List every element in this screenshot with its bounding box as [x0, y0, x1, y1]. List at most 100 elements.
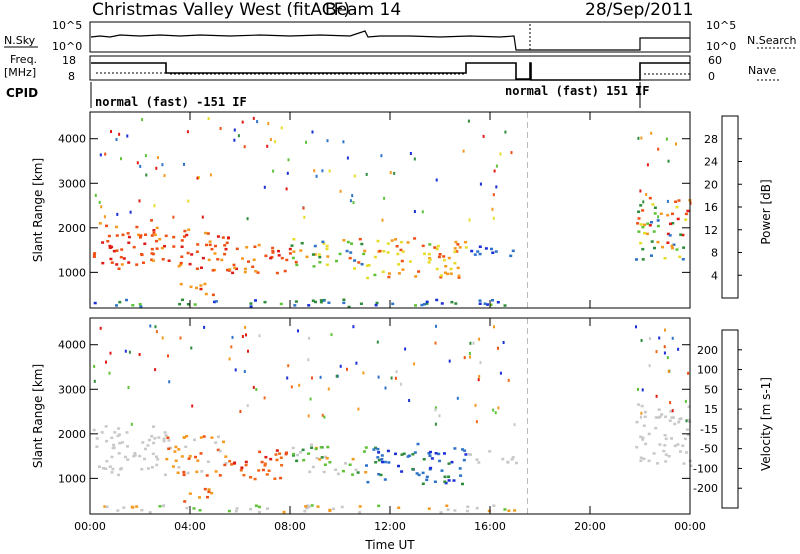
power-cell: [160, 246, 164, 250]
power-cell: [635, 258, 638, 261]
velocity-cell: [687, 405, 691, 408]
power-cell: [478, 299, 482, 302]
power-cell: [280, 126, 283, 130]
velocity-cell: [180, 455, 184, 458]
velocity-x-tick-label: 04:00: [174, 520, 206, 533]
power-cell: [126, 232, 130, 235]
power-cell: [195, 267, 199, 270]
velocity-cell: [162, 437, 166, 440]
power-cell: [349, 199, 352, 203]
power-cell: [672, 243, 676, 246]
power-cell: [421, 244, 425, 248]
velocity-cell: [150, 434, 154, 438]
velocity-cell: [124, 349, 127, 353]
velocity-cell: [273, 477, 277, 480]
power-cell: [118, 132, 121, 136]
velocity-cell: [123, 455, 127, 459]
velocity-cell: [308, 336, 311, 340]
freq-tick-bottom: 8: [68, 70, 75, 83]
velocity-cell: [643, 415, 647, 418]
velocity-colorbar-tick-label: 50: [704, 383, 718, 396]
power-cell: [245, 246, 249, 249]
velocity-cell: [278, 452, 282, 455]
power-cell: [186, 130, 189, 134]
velocity-cell: [437, 452, 441, 456]
velocity-cell: [324, 455, 328, 459]
velocity-cell: [279, 476, 283, 480]
power-cell: [300, 242, 304, 245]
velocity-cell: [130, 422, 133, 426]
velocity-cell: [146, 467, 150, 470]
velocity-cell: [377, 375, 380, 379]
velocity-cell: [384, 386, 387, 390]
velocity-cell: [364, 446, 368, 449]
velocity-cell: [477, 461, 481, 464]
velocity-cell: [295, 459, 299, 463]
velocity-cell: [154, 368, 157, 372]
velocity-cell: [421, 471, 425, 475]
power-cell: [277, 249, 280, 253]
velocity-cell: [663, 345, 666, 349]
velocity-cell: [149, 324, 152, 328]
power-cell: [150, 258, 154, 261]
power-cell: [447, 256, 451, 260]
power-cell: [313, 169, 316, 173]
velocity-cell: [287, 364, 290, 368]
beam-title: Beam 14: [325, 0, 401, 20]
power-cell: [207, 117, 210, 120]
power-cell: [643, 223, 646, 227]
velocity-cell: [641, 436, 645, 440]
power-cell: [325, 244, 329, 248]
velocity-cell: [218, 474, 222, 477]
velocity-cell: [261, 468, 265, 472]
power-cell: [442, 255, 446, 258]
power-cell: [155, 226, 159, 230]
velocity-cell: [439, 511, 443, 514]
power-cell: [455, 250, 459, 253]
power-cell: [470, 249, 474, 253]
power-cell: [312, 265, 316, 268]
velocity-cell: [435, 324, 437, 328]
velocity-cell: [104, 425, 108, 428]
velocity-cell: [241, 335, 244, 338]
velocity-cell: [635, 325, 637, 329]
power-cell: [204, 292, 208, 296]
velocity-cell: [282, 510, 286, 514]
velocity-cell: [438, 459, 441, 463]
velocity-cell: [434, 452, 438, 455]
power-cell: [256, 120, 259, 124]
velocity-cell: [427, 507, 431, 510]
velocity-cell: [119, 467, 123, 470]
nsky-label: N.Sky: [4, 34, 36, 47]
power-cell: [363, 249, 367, 253]
power-cell: [189, 285, 193, 289]
velocity-cell: [207, 488, 211, 491]
power-cell: [216, 258, 220, 261]
velocity-cell: [143, 457, 146, 461]
power-cell: [342, 301, 346, 305]
velocity-cell: [307, 505, 311, 509]
power-cell: [302, 206, 305, 210]
velocity-cell: [275, 458, 279, 462]
power-cell: [637, 210, 641, 213]
power-y-axis: 1000 2000 3000 4000: [58, 133, 690, 279]
power-colorbar-tick-label: 24: [704, 156, 718, 169]
velocity-cell: [664, 453, 668, 456]
velocity-cell: [664, 460, 668, 463]
velocity-cell: [120, 441, 124, 444]
power-cell: [145, 173, 148, 177]
velocity-x-tick-label: 08:00: [274, 520, 306, 533]
velocity-cell: [502, 341, 505, 344]
velocity-heatmap-cells: [92, 318, 693, 514]
velocity-cell: [111, 467, 115, 471]
power-cell: [155, 239, 158, 243]
power-cell: [650, 254, 653, 257]
velocity-cell: [464, 453, 468, 456]
power-cell: [479, 182, 482, 186]
velocity-cell: [663, 351, 666, 355]
velocity-cell: [493, 325, 495, 329]
power-cell: [467, 119, 470, 123]
velocity-cell: [246, 404, 249, 408]
velocity-x-tick-label: 00:00: [674, 520, 706, 533]
power-cell: [659, 212, 663, 215]
